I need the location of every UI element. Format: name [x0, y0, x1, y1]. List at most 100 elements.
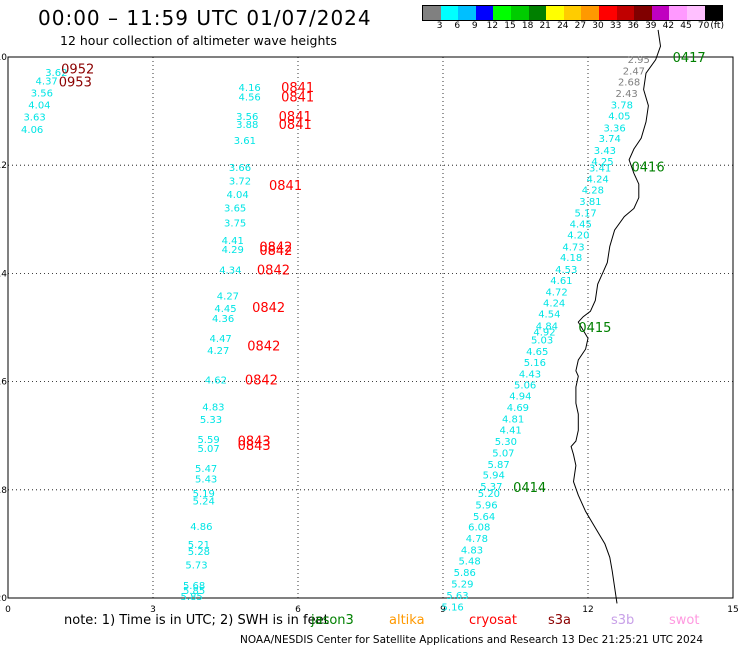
pass-time-label: 0952	[61, 62, 94, 77]
pass-time-label: 0841	[281, 90, 314, 105]
wave-height-value: 5.63	[446, 591, 468, 602]
wave-height-value: 4.54	[538, 309, 560, 320]
wave-height-value: 3.78	[611, 101, 633, 112]
wave-height-value: 5.29	[451, 579, 473, 590]
colorbar-label: 24	[557, 21, 569, 31]
mission-label-s3a: s3a	[548, 613, 572, 628]
page-title: 00:00 – 11:59 UTC 01/07/2024	[38, 6, 372, 30]
colorbar-label: 36	[627, 21, 639, 31]
colorbar-swatch-6	[528, 6, 547, 20]
wave-height-value: 5.16	[524, 358, 546, 369]
colorbar-label: 42	[662, 21, 675, 31]
mission-label-cryosat: cryosat	[469, 613, 517, 628]
colorbar-label: 21	[539, 21, 551, 31]
wave-height-value: 5.85	[183, 586, 205, 597]
wave-height-value: 5.37	[480, 482, 502, 493]
y-tick-label: 18	[0, 486, 7, 496]
mission-label-jason3: jason3	[311, 613, 354, 628]
colorbar-label: (ft)	[710, 21, 724, 31]
colorbar	[422, 5, 724, 21]
x-tick-label: 15	[727, 605, 738, 615]
wave-height-value: 2.68	[618, 77, 640, 88]
wave-height-value: 4.20	[567, 230, 589, 241]
wave-height-value: 4.29	[222, 245, 244, 256]
units-note: note: 1) Time is in UTC; 2) SWH is in fe…	[64, 613, 329, 628]
wave-height-value: 3.66	[229, 163, 251, 174]
coastline-path	[570, 29, 662, 604]
wave-height-value: 4.61	[550, 276, 572, 287]
x-tick-label: 6	[295, 605, 301, 615]
wave-height-value: 2.95	[628, 55, 650, 66]
mission-label-swot: swot	[669, 613, 700, 628]
colorbar-swatch-15	[686, 6, 705, 20]
wave-height-value: 4.34	[219, 266, 241, 277]
pass-time-label: 0415	[578, 321, 611, 336]
wave-height-value: 5.06	[514, 380, 536, 391]
x-tick-label: 9	[440, 605, 446, 615]
wave-height-value: 5.59	[197, 435, 219, 446]
colorbar-swatch-4	[493, 6, 511, 20]
wave-height-value: 3.74	[599, 134, 621, 145]
pass-time-label: 0842	[259, 244, 292, 259]
wave-height-value: 4.84	[536, 321, 558, 332]
pass-time-label: 0843	[238, 435, 271, 450]
colorbar-label: 33	[609, 21, 622, 31]
pass-time-label: 0841	[279, 118, 312, 133]
wave-height-value: 5.07	[197, 444, 219, 455]
colorbar-swatch-3	[475, 6, 494, 20]
footer-credit: NOAA/NESDIS Center for Satellite Applica…	[240, 634, 704, 646]
wave-height-value: 4.73	[562, 242, 584, 253]
wave-height-value: 5.85	[181, 592, 203, 603]
wave-height-value: 3.75	[224, 219, 246, 230]
pass-time-label: 0841	[269, 179, 302, 194]
wave-height-value: 2.43	[616, 89, 638, 100]
x-tick-label: 3	[150, 605, 156, 615]
colorbar-swatch-10	[598, 6, 617, 20]
colorbar-swatch-5	[510, 6, 529, 20]
pass-time-label: 0842	[252, 301, 285, 316]
wave-height-value: 3.62	[45, 68, 67, 79]
pass-time-label: 0842	[257, 264, 290, 279]
y-tick-label: 10	[0, 53, 7, 63]
wave-height-value: 5.47	[195, 464, 217, 475]
wave-height-value: 3.36	[603, 123, 625, 134]
colorbar-swatch-12	[634, 6, 652, 20]
colorbar-label: 30	[592, 21, 604, 31]
wave-height-value: 3.72	[229, 176, 251, 187]
colorbar-swatch-9	[581, 6, 599, 20]
wave-height-value: 4.18	[560, 253, 582, 264]
x-tick-label: 12	[582, 605, 593, 615]
pass-time-label: 0842	[259, 240, 292, 255]
wave-height-value: 3.41	[589, 163, 611, 174]
axis-ticks: 0 3 6 9 12 15 10 12 14 16 18 20	[0, 53, 739, 615]
colorbar-label: 45	[680, 21, 692, 31]
wave-height-value: 5.21	[188, 540, 210, 551]
wave-height-value: 4.25	[591, 157, 613, 168]
wave-height-value: 5.24	[193, 497, 215, 508]
wave-height-value: 4.28	[582, 186, 604, 197]
wave-height-value: 4.06	[21, 125, 43, 136]
pass-time-label: 0842	[247, 339, 280, 354]
pass-time-label: 0416	[632, 160, 665, 175]
wave-height-value: 3.63	[23, 113, 45, 124]
wave-height-value: 5.07	[492, 448, 514, 459]
colorbar-swatch-8	[563, 6, 582, 20]
wave-height-value: 4.05	[608, 111, 630, 122]
wave-height-value: 4.65	[526, 347, 548, 358]
wave-height-value: 5.33	[200, 415, 222, 426]
wave-height-value: 4.81	[502, 414, 524, 425]
wave-height-value: 3.81	[579, 197, 601, 208]
wave-height-value: 4.24	[543, 299, 565, 310]
wave-height-value: 4.41	[500, 426, 522, 437]
wave-height-value: 4.83	[461, 545, 483, 556]
wave-height-value: 4.27	[207, 346, 229, 357]
y-tick-label: 14	[0, 269, 7, 279]
pass-time-label: 0417	[673, 51, 706, 66]
wave-height-value: 5.64	[473, 512, 495, 523]
wave-height-value: 4.04	[226, 190, 248, 201]
colorbar-label: 12	[486, 21, 499, 31]
wave-height-value: 4.41	[222, 236, 244, 247]
colorbar-label: 18	[521, 21, 534, 31]
mission-label-altika: altika	[389, 613, 425, 628]
